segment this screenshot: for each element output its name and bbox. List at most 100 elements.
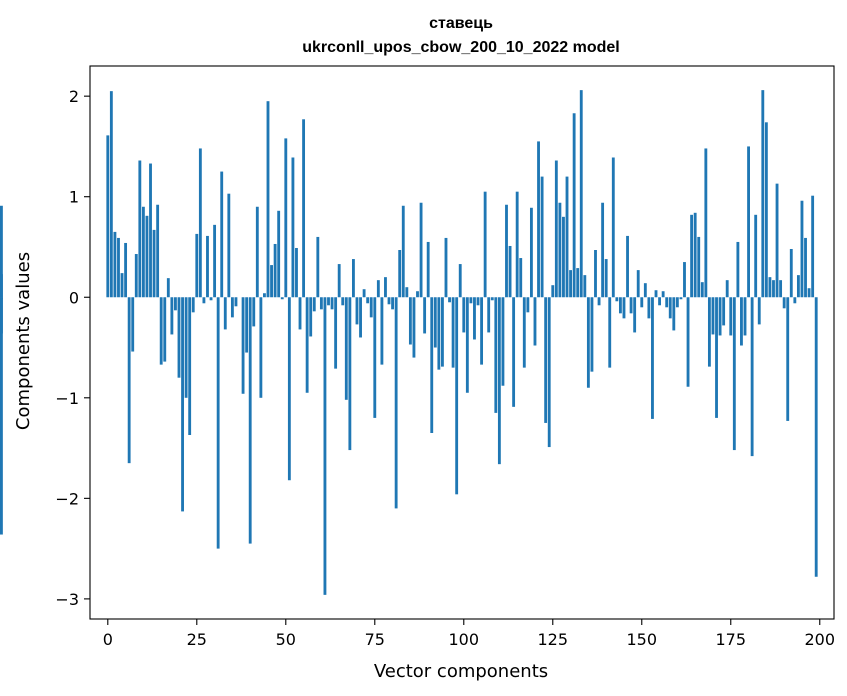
bar [198, 148, 202, 298]
bar [202, 297, 206, 304]
bar [444, 237, 448, 298]
chart-title-line1: ставець [429, 15, 493, 32]
bar [416, 291, 419, 298]
bar [782, 297, 786, 309]
bar [141, 206, 145, 298]
bar [647, 297, 651, 319]
bar [405, 287, 409, 298]
bar [779, 280, 783, 298]
bar [636, 270, 640, 298]
bar [558, 202, 562, 298]
bar [323, 297, 327, 595]
bar [159, 297, 163, 365]
bar [597, 297, 601, 306]
bar [675, 297, 679, 308]
bar [800, 200, 804, 298]
bar [213, 224, 217, 298]
bar [380, 297, 384, 365]
bar [480, 297, 484, 365]
y-tick-label: 1 [69, 188, 79, 207]
bar [216, 297, 220, 549]
bar [601, 202, 605, 298]
bar [423, 297, 427, 334]
bar [309, 297, 313, 337]
bar [352, 259, 355, 298]
y-axis-label: Components values [13, 252, 34, 430]
bar [273, 243, 277, 298]
bar [811, 195, 815, 298]
bar [554, 160, 558, 298]
bar [494, 297, 498, 413]
bar [476, 297, 480, 306]
bar [263, 293, 266, 298]
bar [209, 297, 213, 301]
bar [241, 297, 245, 394]
bar [227, 193, 231, 298]
bar [284, 138, 288, 298]
bar [540, 176, 544, 298]
bar [747, 146, 750, 298]
bar [163, 297, 167, 362]
bar [754, 214, 758, 298]
x-tick-label: 175 [715, 630, 746, 649]
bar [704, 148, 708, 298]
bar [419, 202, 423, 298]
bar [166, 278, 170, 298]
bar [583, 275, 587, 298]
bar [732, 297, 736, 451]
bar [206, 235, 209, 298]
bar [487, 297, 491, 333]
bar [302, 119, 306, 298]
bar [665, 297, 669, 308]
x-tick-label: 125 [538, 630, 569, 649]
bar [223, 297, 227, 330]
bar [654, 290, 658, 298]
bar [722, 297, 726, 326]
bar [715, 297, 718, 418]
bar [433, 297, 437, 348]
bar [604, 259, 608, 298]
bar [544, 297, 548, 423]
bar [334, 297, 338, 369]
bar [793, 297, 797, 304]
bar [740, 297, 743, 346]
bar [526, 297, 530, 313]
bar [683, 262, 686, 298]
bar [305, 297, 309, 393]
bar [337, 264, 341, 298]
bar [455, 297, 459, 495]
bar [725, 280, 729, 298]
bar [707, 297, 711, 367]
bar [391, 297, 395, 310]
bar [697, 236, 701, 298]
bar [736, 241, 740, 298]
bar [174, 297, 177, 311]
bar [775, 183, 779, 298]
y-tick-label: −2 [55, 489, 79, 508]
bar [138, 160, 142, 298]
bar [312, 297, 316, 312]
bar [230, 297, 234, 318]
bar [757, 297, 761, 325]
bar [579, 90, 583, 298]
bar [266, 101, 270, 298]
bar [640, 297, 644, 308]
bar [529, 207, 533, 298]
bar [437, 297, 441, 370]
bar [473, 297, 476, 340]
bar [807, 288, 811, 298]
bar [764, 122, 768, 298]
bar [259, 297, 263, 398]
bar [330, 297, 334, 310]
bar [490, 297, 494, 301]
bar [615, 297, 619, 302]
bar [134, 254, 138, 298]
bar [426, 241, 430, 298]
bar [181, 297, 184, 512]
bar [633, 297, 637, 333]
bar [188, 297, 192, 435]
y-tick-label: −1 [55, 389, 79, 408]
bar [113, 231, 117, 298]
bar [394, 297, 398, 509]
